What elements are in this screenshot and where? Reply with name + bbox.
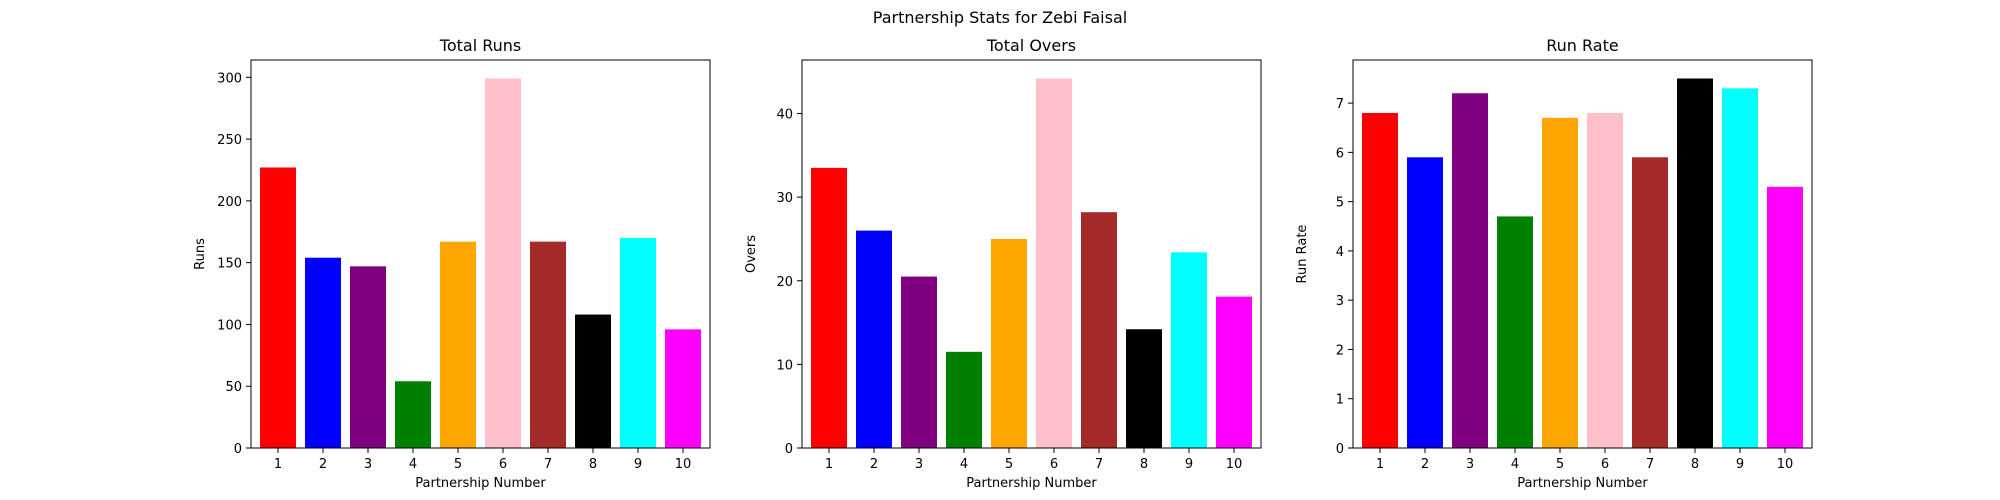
bar-5 — [991, 238, 1027, 448]
x-tick-label: 8 — [1140, 457, 1148, 472]
x-tick-label: 5 — [1556, 457, 1564, 472]
x-tick-label: 3 — [915, 457, 923, 472]
x-tick-label: 10 — [675, 457, 692, 472]
y-tick-label: 100 — [217, 318, 242, 333]
x-tick-label: 9 — [634, 457, 642, 472]
bar-1 — [811, 167, 847, 448]
x-tick-label: 8 — [589, 457, 597, 472]
x-tick-label: 7 — [1095, 457, 1103, 472]
bar-10 — [665, 329, 701, 448]
bar-2 — [856, 230, 892, 448]
y-tick-label: 50 — [225, 380, 242, 395]
x-tick-label: 4 — [1511, 457, 1519, 472]
axes-frame — [1352, 59, 1813, 449]
bar-3 — [901, 276, 937, 448]
x-tick-label: 6 — [499, 457, 507, 472]
bar-2 — [305, 257, 341, 448]
x-tick-label: 9 — [1736, 457, 1744, 472]
bar-4 — [946, 351, 982, 448]
x-tick-label: 1 — [825, 457, 833, 472]
axes-frame — [250, 59, 711, 449]
bar-5 — [1542, 117, 1578, 448]
axes-frame — [801, 59, 1262, 449]
bar-4 — [1497, 216, 1533, 448]
x-tick-label: 10 — [1226, 457, 1243, 472]
y-tick-label: 250 — [217, 133, 242, 148]
x-tick-label: 2 — [319, 457, 327, 472]
x-tick-label: 6 — [1050, 457, 1058, 472]
bar-8 — [1126, 329, 1162, 448]
y-tick-label: 0 — [234, 442, 242, 457]
bar-10 — [1216, 296, 1252, 448]
y-tick-label: 4 — [1336, 245, 1344, 260]
bar-7 — [530, 241, 566, 448]
x-tick-label: 7 — [544, 457, 552, 472]
bar-9 — [620, 237, 656, 448]
y-tick-label: 40 — [776, 108, 793, 123]
x-tick-label: 9 — [1185, 457, 1193, 472]
x-tick-label: 8 — [1691, 457, 1699, 472]
bar-1 — [1362, 112, 1398, 448]
bar-7 — [1632, 157, 1668, 448]
subplot-2: 1 2 3 4 5 6 7 8 9 10 0 10 20 30 40 Total Overs Partnersh… — [744, 36, 1262, 491]
x-tick-label: 2 — [870, 457, 878, 472]
bar-6 — [1587, 112, 1623, 448]
y-axis-label: Overs — [744, 235, 759, 273]
x-tick-label: 5 — [1005, 457, 1013, 472]
x-tick-label: 1 — [274, 457, 282, 472]
figure-title: Partnership Stats for Zebi Faisal — [873, 8, 1127, 27]
y-axis-label: Run Rate — [1295, 225, 1310, 284]
x-axis-label: Partnership Number — [1517, 476, 1648, 491]
y-tick-label: 6 — [1336, 146, 1344, 161]
x-tick-label: 10 — [1777, 457, 1794, 472]
y-tick-label: 2 — [1336, 343, 1344, 358]
x-tick-label: 3 — [1466, 457, 1474, 472]
subplot-title: Run Rate — [1546, 36, 1618, 55]
bar-5 — [440, 241, 476, 448]
bar-3 — [1452, 93, 1488, 448]
bar-7 — [1081, 212, 1117, 448]
x-tick-label: 3 — [364, 457, 372, 472]
y-tick-label: 30 — [776, 191, 793, 206]
bar-8 — [575, 314, 611, 448]
x-tick-label: 7 — [1646, 457, 1654, 472]
x-tick-label: 6 — [1601, 457, 1609, 472]
y-axis-label: Runs — [193, 238, 208, 270]
bar-8 — [1677, 78, 1713, 448]
x-tick-label: 1 — [1376, 457, 1384, 472]
y-tick-label: 200 — [217, 195, 242, 210]
subplot-title: Total Overs — [986, 36, 1076, 55]
bar-6 — [485, 78, 521, 448]
x-tick-label: 2 — [1421, 457, 1429, 472]
y-tick-label: 0 — [785, 442, 793, 457]
bar-3 — [350, 266, 386, 448]
y-tick-label: 10 — [776, 358, 793, 373]
subplot-title: Total Runs — [439, 36, 521, 55]
bar-1 — [260, 167, 296, 448]
x-tick-label: 4 — [960, 457, 968, 472]
bar-2 — [1407, 157, 1443, 448]
y-tick-label: 1 — [1336, 393, 1344, 408]
y-tick-label: 3 — [1336, 294, 1344, 309]
bar-10 — [1767, 186, 1803, 448]
x-tick-label: 4 — [409, 457, 417, 472]
y-tick-label: 150 — [217, 257, 242, 272]
y-tick-label: 20 — [776, 275, 793, 290]
y-tick-label: 5 — [1336, 196, 1344, 211]
y-tick-label: 7 — [1336, 97, 1344, 112]
bar-6 — [1036, 78, 1072, 449]
x-axis-label: Partnership Number — [966, 476, 1097, 491]
subplot-3: 1 2 3 4 5 6 7 8 9 10 0 1 2 3 4 5 6 7 Run Rate Partnership N… — [1295, 36, 1813, 491]
bar-4 — [395, 381, 431, 448]
x-axis-label: Partnership Number — [415, 476, 546, 491]
y-tick-label: 300 — [217, 71, 242, 86]
y-tick-label: 0 — [1336, 442, 1344, 457]
bar-9 — [1171, 252, 1207, 448]
x-tick-label: 5 — [454, 457, 462, 472]
bar-9 — [1722, 88, 1758, 448]
